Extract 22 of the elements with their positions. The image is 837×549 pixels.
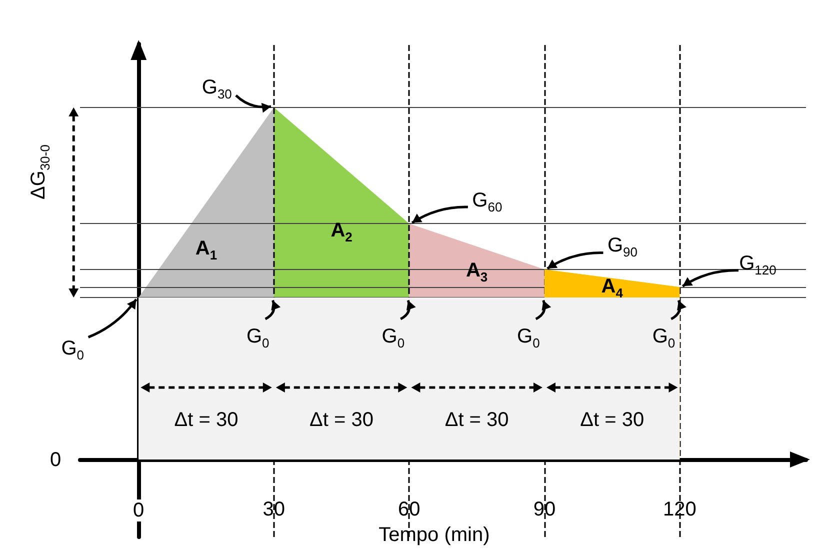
x-tick-label: 90 bbox=[533, 498, 556, 521]
annotation: Δt = 30 bbox=[310, 408, 374, 431]
annotation: G$_{0}$ bbox=[61, 337, 84, 362]
x-tick-label: 120 bbox=[663, 498, 696, 521]
x-axis-title: Tempo (min) bbox=[378, 524, 490, 546]
annotation: G$_{0}$ bbox=[382, 325, 405, 350]
x-tick-label: 0 bbox=[133, 500, 144, 522]
annotation: G$_{0}$ bbox=[652, 325, 676, 350]
text: 0 bbox=[50, 448, 62, 471]
x-tick-label: 60 bbox=[398, 498, 420, 521]
annotation: A$_{4}$ bbox=[601, 275, 623, 300]
x-tick-label: 30 bbox=[262, 498, 286, 521]
annotation: Δt = 30 bbox=[444, 408, 509, 431]
annotation: G$_{90}$ bbox=[607, 234, 638, 260]
annotation: G$_{0}$ bbox=[517, 325, 540, 350]
annotation: Δt = 30 bbox=[580, 408, 644, 431]
annotation: G$_{0}$ bbox=[246, 325, 270, 350]
annotation: A$_{2}$ bbox=[330, 219, 352, 244]
annotation: G$_{30}$ bbox=[202, 76, 232, 102]
annotation: Δt = 30 bbox=[174, 408, 238, 431]
annotation: G$_{60}$ bbox=[472, 189, 502, 214]
annotation: A$_{1}$ bbox=[195, 238, 218, 262]
